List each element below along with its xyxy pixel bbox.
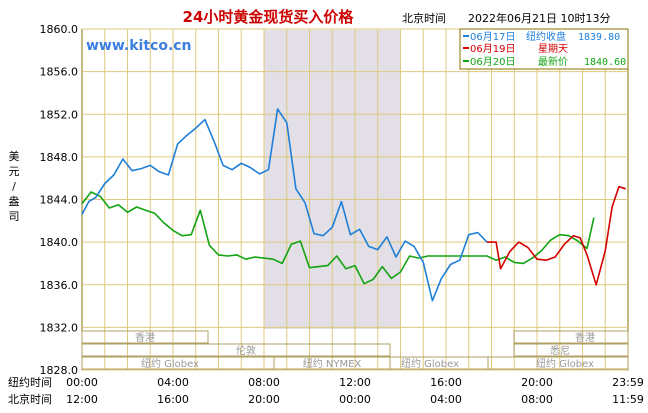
market-ny-nymex: 纽约 NYMEX xyxy=(303,357,362,370)
legend-value-0: 1839.80 xyxy=(578,32,620,43)
y-axis-ticks: 1828.0 1832.0 1836.0 1840.0 1844.0 1848.0 1852… xyxy=(40,23,79,377)
y-tick-label: 1860.0 xyxy=(40,23,79,36)
y-tick-label: 1848.0 xyxy=(40,151,79,164)
market-ny-globex-2: 纽约 Globex xyxy=(401,357,459,370)
x-tick-label-ny: 12:00 xyxy=(339,376,371,389)
legend-date-2: 06月20日 xyxy=(470,56,515,68)
x-tick-label-bj: 04:00 xyxy=(430,393,462,406)
x-tick-label-bj: 08:00 xyxy=(521,393,553,406)
legend-date-0: 06月17日 xyxy=(470,31,515,43)
legend: 06月17日 纽约收盘 1839.80 06月19日 星期天 06月20日 最新… xyxy=(459,28,629,70)
x-tick-label-ny: 04:00 xyxy=(157,376,189,389)
legend-label-0: 纽约收盘 xyxy=(526,30,566,43)
legend-label-2: 最新价 xyxy=(538,55,568,68)
x-tick-label-ny: 08:00 xyxy=(248,376,280,389)
watermark: www.kitco.cn xyxy=(86,38,192,54)
svg-text:美元/盎司: 美元/盎司 xyxy=(9,150,20,223)
x-tick-label-bj: 16:00 xyxy=(157,393,189,406)
x-tick-label-ny: 16:00 xyxy=(430,376,462,389)
chart-title: 24小时黄金现货买入价格 xyxy=(183,8,355,26)
series-line-06月19日 xyxy=(486,185,626,286)
y-tick-label: 1828.0 xyxy=(40,364,79,377)
y-tick-label: 1832.0 xyxy=(40,321,79,334)
market-ny-globex-3: 纽约 Globex xyxy=(536,357,594,370)
market-hk-2: 香港 xyxy=(575,332,595,344)
series-line-06月17日 xyxy=(81,108,488,302)
legend-label-1: 星期天 xyxy=(538,43,568,55)
series-line-06月20日 xyxy=(81,191,595,285)
market-ny-globex-1: 纽约 Globex xyxy=(141,357,199,370)
x-tick-label-bj: 11:59 xyxy=(612,393,644,406)
market-sessions xyxy=(81,330,629,370)
market-london: 伦敦 xyxy=(236,344,256,357)
y-tick-label: 1844.0 xyxy=(40,194,79,207)
x-tick-label-bj: 20:00 xyxy=(248,393,280,406)
y-tick-label: 1836.0 xyxy=(40,279,79,292)
x-tick-label-ny: 23:59 xyxy=(612,376,644,389)
timestamp: 2022年06月21日 10时13分 xyxy=(468,11,610,25)
legend-date-1: 06月19日 xyxy=(470,43,515,55)
y-tick-label: 1840.0 xyxy=(40,236,79,249)
x-tick-label-ny: 00:00 xyxy=(66,376,98,389)
grid-lines xyxy=(82,28,628,371)
ny-time-label: 纽约时间 xyxy=(8,375,52,389)
market-hk-1: 香港 xyxy=(135,332,155,344)
x-tick-label-bj: 00:00 xyxy=(339,393,371,406)
x-axis-ticks: 00:00 04:00 08:00 12:00 16:00 20:00 23:59 12:00… xyxy=(66,376,644,406)
x-tick-label-ny: 20:00 xyxy=(521,376,553,389)
bj-time-label: 北京时间 xyxy=(8,392,52,406)
legend-value-2: 1840.60 xyxy=(584,57,626,68)
timestamp-label: 北京时间 xyxy=(402,11,446,25)
price-series xyxy=(81,108,626,302)
market-sydney: 悉尼 xyxy=(550,345,570,357)
y-tick-label: 1852.0 xyxy=(40,108,79,121)
x-tick-label-bj: 12:00 xyxy=(66,393,98,406)
y-tick-label: 1856.0 xyxy=(40,66,79,79)
y-axis-label: 美元/盎司 xyxy=(9,150,20,223)
